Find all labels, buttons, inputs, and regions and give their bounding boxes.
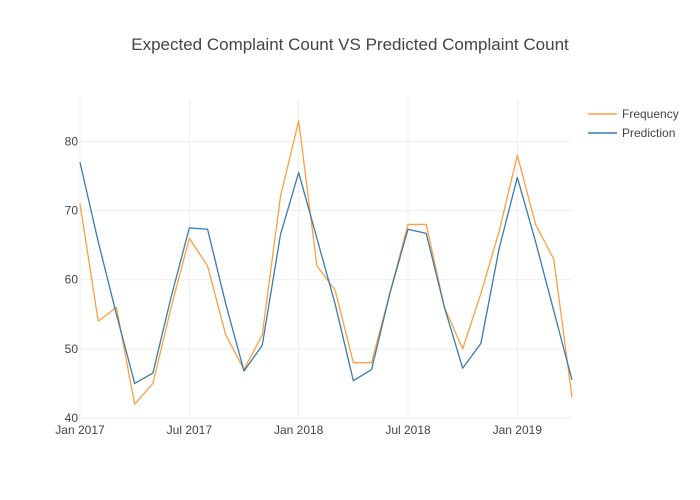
- axes: 40 50 60 70 80 Jan 2017 Jul 2017 Jan 2018 Jul 20…: [55, 134, 542, 437]
- series-line-prediction: [79, 162, 573, 385]
- x-tick-label: Jul 2017: [167, 423, 213, 437]
- legend[interactable]: Frequency Prediction: [588, 107, 679, 140]
- y-tick-label: 70: [65, 204, 79, 218]
- series-line-frequency: [79, 120, 573, 405]
- x-tick-label: Jul 2018: [385, 423, 431, 437]
- x-tick-label: Jan 2018: [274, 423, 324, 437]
- series-lines: [79, 120, 573, 405]
- x-tick-label: Jan 2017: [55, 423, 105, 437]
- y-tick-label: 60: [65, 273, 79, 287]
- grid: [79, 100, 572, 419]
- legend-label: Frequency: [622, 107, 679, 121]
- y-tick-label: 80: [65, 134, 79, 148]
- legend-item-prediction[interactable]: Prediction: [588, 126, 675, 140]
- chart-title: Expected Complaint Count VS Predicted Co…: [131, 35, 569, 54]
- legend-label: Prediction: [622, 126, 675, 140]
- legend-item-frequency[interactable]: Frequency: [588, 107, 679, 121]
- x-tick-label: Jan 2019: [493, 423, 543, 437]
- y-tick-label: 50: [65, 342, 79, 356]
- y-tick-label: 40: [65, 411, 79, 425]
